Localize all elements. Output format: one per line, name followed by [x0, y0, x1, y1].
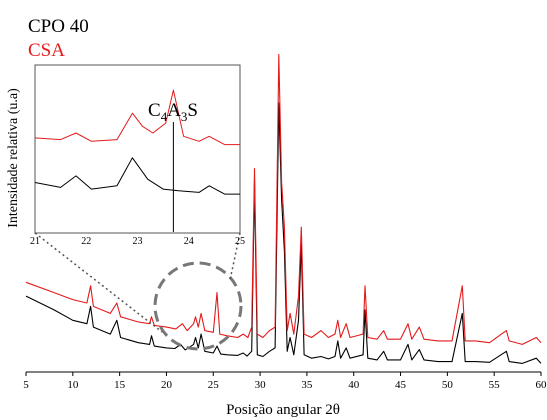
inset-series-group — [34, 89, 240, 195]
inset-x-tick-label: 23 — [133, 236, 143, 247]
inset-frame — [34, 64, 241, 234]
inset-x-tick-label: 24 — [184, 236, 194, 247]
inset-x-ticks: 21 22 23 24 25 — [30, 236, 245, 247]
legend: CPO 40 CSA — [28, 16, 89, 61]
x-tick-label: 5 — [23, 379, 29, 391]
inset-x-tick-label: 21 — [30, 236, 40, 247]
main-plot: 5 10 15 20 25 30 35 40 45 50 55 60 Posição angular … — [6, 54, 547, 418]
c4a3s-label: C4A3S — [148, 100, 198, 124]
x-tick-label: 10 — [67, 379, 79, 391]
x-tick-label: 25 — [208, 379, 220, 391]
main-series-group — [25, 54, 542, 364]
inset-series-line-cpo40 — [34, 157, 240, 195]
x-tick-label: 50 — [442, 379, 454, 391]
x-tick-label: 15 — [114, 379, 126, 391]
x-tick-label: 30 — [255, 379, 267, 391]
zoom-callout — [34, 232, 243, 351]
c4a3s-sub4: 4 — [161, 109, 168, 124]
c4a3s-sub3: 3 — [181, 109, 188, 124]
inset-x-tick-label: 22 — [81, 236, 91, 247]
x-tick-label: 40 — [348, 379, 360, 391]
c4a3s-a: A — [167, 100, 181, 121]
x-axis-ticks: 5 10 15 20 25 30 35 40 45 50 55 60 — [23, 372, 547, 391]
x-tick-label: 35 — [301, 379, 313, 391]
inset-series-line-csa — [34, 89, 240, 146]
zoom-connector-left — [34, 232, 163, 333]
x-tick-label: 55 — [489, 379, 501, 391]
x-tick-label: 45 — [395, 379, 407, 391]
zoom-circle — [153, 261, 243, 351]
series-line-cpo40 — [25, 102, 542, 364]
inset-x-tick-label: 25 — [235, 236, 245, 247]
legend-entry-cpo40: CPO 40 — [28, 16, 89, 37]
legend-entry-csa: CSA — [28, 40, 65, 61]
c4a3s-c: C — [148, 100, 161, 121]
c4a3s-s: S — [187, 100, 198, 121]
series-line-csa — [25, 54, 542, 345]
x-tick-label: 60 — [536, 379, 547, 391]
zoom-connector-right — [229, 232, 241, 281]
x-tick-label: 20 — [161, 379, 173, 391]
inset-plot: C4A3S 21 22 23 24 25 — [30, 64, 245, 247]
y-axis-label: Intensidade relativa (u.a) — [6, 88, 21, 228]
x-axis-label: Posição angular 2θ — [226, 402, 340, 418]
